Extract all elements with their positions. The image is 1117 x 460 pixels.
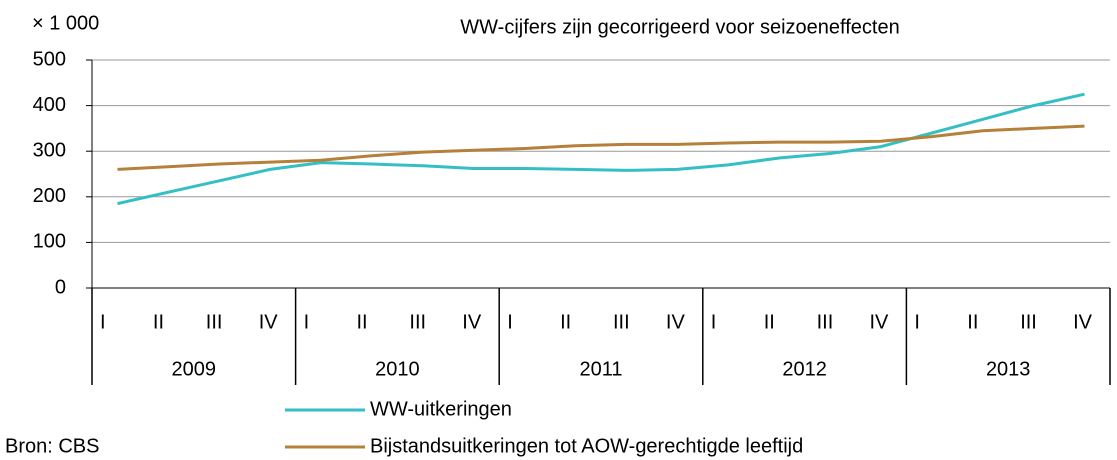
y-tick-label: 0 xyxy=(55,276,66,298)
year-label: 2012 xyxy=(782,358,827,380)
legend-label: Bijstandsuitkeringen tot AOW-gerechtigde… xyxy=(370,435,803,457)
x-tick-label: I xyxy=(100,311,106,333)
x-tick-label: IV xyxy=(462,311,482,333)
x-tick-label: IV xyxy=(870,311,890,333)
year-label: 2013 xyxy=(986,358,1031,380)
y-tick-label: 300 xyxy=(33,139,66,161)
x-tick-label: IV xyxy=(1073,311,1093,333)
x-tick-label: I xyxy=(914,311,920,333)
x-tick-label: III xyxy=(613,311,630,333)
y-tick-label: 100 xyxy=(33,231,66,253)
source: Bron: CBS xyxy=(5,435,99,457)
x-tick-label: I xyxy=(711,311,717,333)
year-label: 2009 xyxy=(172,358,217,380)
legend-label: WW-uitkeringen xyxy=(370,398,512,420)
x-tick-label: II xyxy=(764,311,775,333)
x-tick-label: II xyxy=(357,311,368,333)
x-tick-label: III xyxy=(206,311,223,333)
y-tick-label: 200 xyxy=(33,185,66,207)
x-tick-label: I xyxy=(507,311,513,333)
x-tick-label: III xyxy=(1020,311,1037,333)
x-tick-label: II xyxy=(153,311,164,333)
x-tick-label: IV xyxy=(259,311,279,333)
chart-title: WW-cijfers zijn gecorrigeerd voor seizoe… xyxy=(460,16,899,38)
line xyxy=(117,92,1085,206)
y-tick-label: 500 xyxy=(33,48,66,70)
x-tick-label: II xyxy=(967,311,978,333)
line xyxy=(117,124,1085,171)
x-tick-label: III xyxy=(817,311,834,333)
year-label: 2010 xyxy=(375,358,420,380)
x-tick-label: II xyxy=(560,311,571,333)
y-tick-label: 400 xyxy=(33,94,66,116)
x-tick-label: IV xyxy=(666,311,686,333)
year-label: 2011 xyxy=(579,358,622,380)
x-tick-label: I xyxy=(304,311,310,333)
x-tick-label: III xyxy=(409,311,426,333)
unit-label: × 1 000 xyxy=(32,12,99,34)
